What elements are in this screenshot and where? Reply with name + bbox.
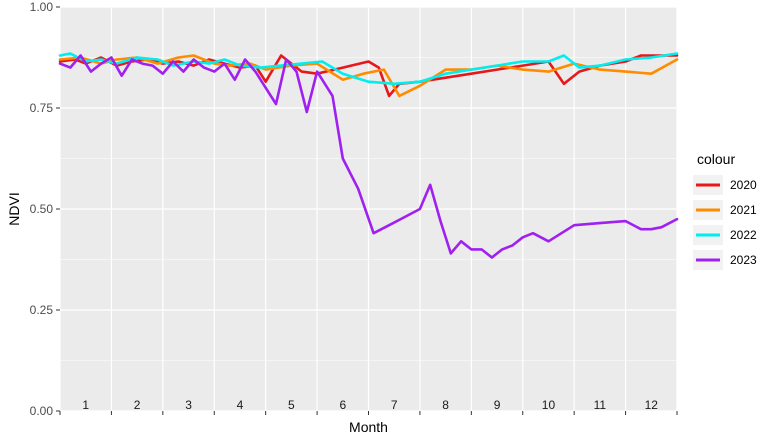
month-label: 2 [134, 398, 141, 412]
legend-label-2020: 2020 [730, 178, 757, 192]
month-label: 10 [542, 398, 556, 412]
series-line-2022 [58, 52, 679, 86]
month-label: 3 [185, 398, 192, 412]
legend: colour 2020 2021 2022 2023 [693, 151, 757, 270]
legend-label-2021: 2021 [730, 203, 757, 217]
x-axis-title: Month [349, 419, 388, 435]
series-line-2021 [58, 54, 679, 98]
month-label: 8 [442, 398, 449, 412]
month-label: 9 [494, 398, 501, 412]
y-tick-label: 0.00 [30, 404, 54, 418]
month-label: 6 [339, 398, 346, 412]
y-axis-title: NDVI [6, 192, 22, 225]
month-label: 7 [391, 398, 398, 412]
series-lines [58, 52, 679, 259]
month-label: 11 [594, 398, 607, 412]
month-label: 4 [237, 398, 244, 412]
series-line-2023 [58, 54, 679, 259]
y-tick-label: 0.75 [30, 101, 54, 115]
y-tick-label: 0.50 [30, 202, 54, 216]
y-tick-label: 1.00 [30, 0, 54, 14]
legend-title: colour [697, 151, 735, 167]
month-label: 5 [288, 398, 295, 412]
y-tick-label: 0.25 [30, 303, 54, 317]
legend-label-2022: 2022 [730, 228, 757, 242]
x-axis [59, 411, 678, 415]
y-axis: 0.00 0.25 0.50 0.75 1.00 [30, 0, 60, 418]
legend-label-2023: 2023 [730, 253, 757, 267]
month-label: 12 [645, 398, 659, 412]
month-label: 1 [82, 398, 89, 412]
month-labels: 1 2 3 4 5 6 7 8 9 10 11 12 [82, 398, 658, 412]
